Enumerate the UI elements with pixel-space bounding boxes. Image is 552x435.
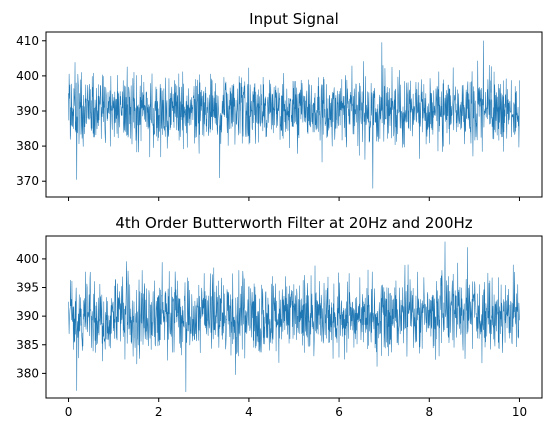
- y-tick-label: 380: [16, 139, 39, 153]
- butterworth-filter-plot-area: [68, 241, 520, 392]
- y-tick-label: 385: [16, 338, 39, 352]
- y-tick-label: 400: [16, 252, 39, 266]
- x-tick-label: 6: [335, 405, 343, 419]
- signal-series-line: [68, 241, 520, 392]
- y-tick-label: 395: [16, 281, 39, 295]
- signal-series-line: [68, 40, 520, 189]
- input-signal-frame: [45, 31, 543, 198]
- butterworth-filter-axes: 4th Order Butterworth Filter at 20Hz and…: [16, 214, 543, 419]
- y-tick-label: 370: [16, 174, 39, 188]
- y-tick-label: 380: [16, 366, 39, 380]
- input-signal-title: Input Signal: [249, 10, 339, 28]
- y-tick-label: 410: [16, 34, 39, 48]
- y-tick-label: 400: [16, 69, 39, 83]
- input-signal-ticks: 370 380 390 400 410: [16, 34, 520, 201]
- butterworth-filter-ticks: 0 2 4 6 8 10 380 385 390 395 400: [16, 252, 527, 419]
- x-tick-label: 8: [425, 405, 433, 419]
- butterworth-filter-title: 4th Order Butterworth Filter at 20Hz and…: [115, 214, 472, 232]
- x-tick-label: 4: [245, 405, 253, 419]
- input-signal-axes: Input Signal 370 380 390 400 410: [16, 10, 543, 201]
- x-tick-label: 2: [155, 405, 163, 419]
- x-tick-label: 0: [65, 405, 73, 419]
- y-tick-label: 390: [16, 309, 39, 323]
- input-signal-plot-area: [68, 40, 520, 189]
- x-tick-label: 10: [512, 405, 527, 419]
- butterworth-filter-frame: [45, 235, 543, 399]
- y-tick-label: 390: [16, 104, 39, 118]
